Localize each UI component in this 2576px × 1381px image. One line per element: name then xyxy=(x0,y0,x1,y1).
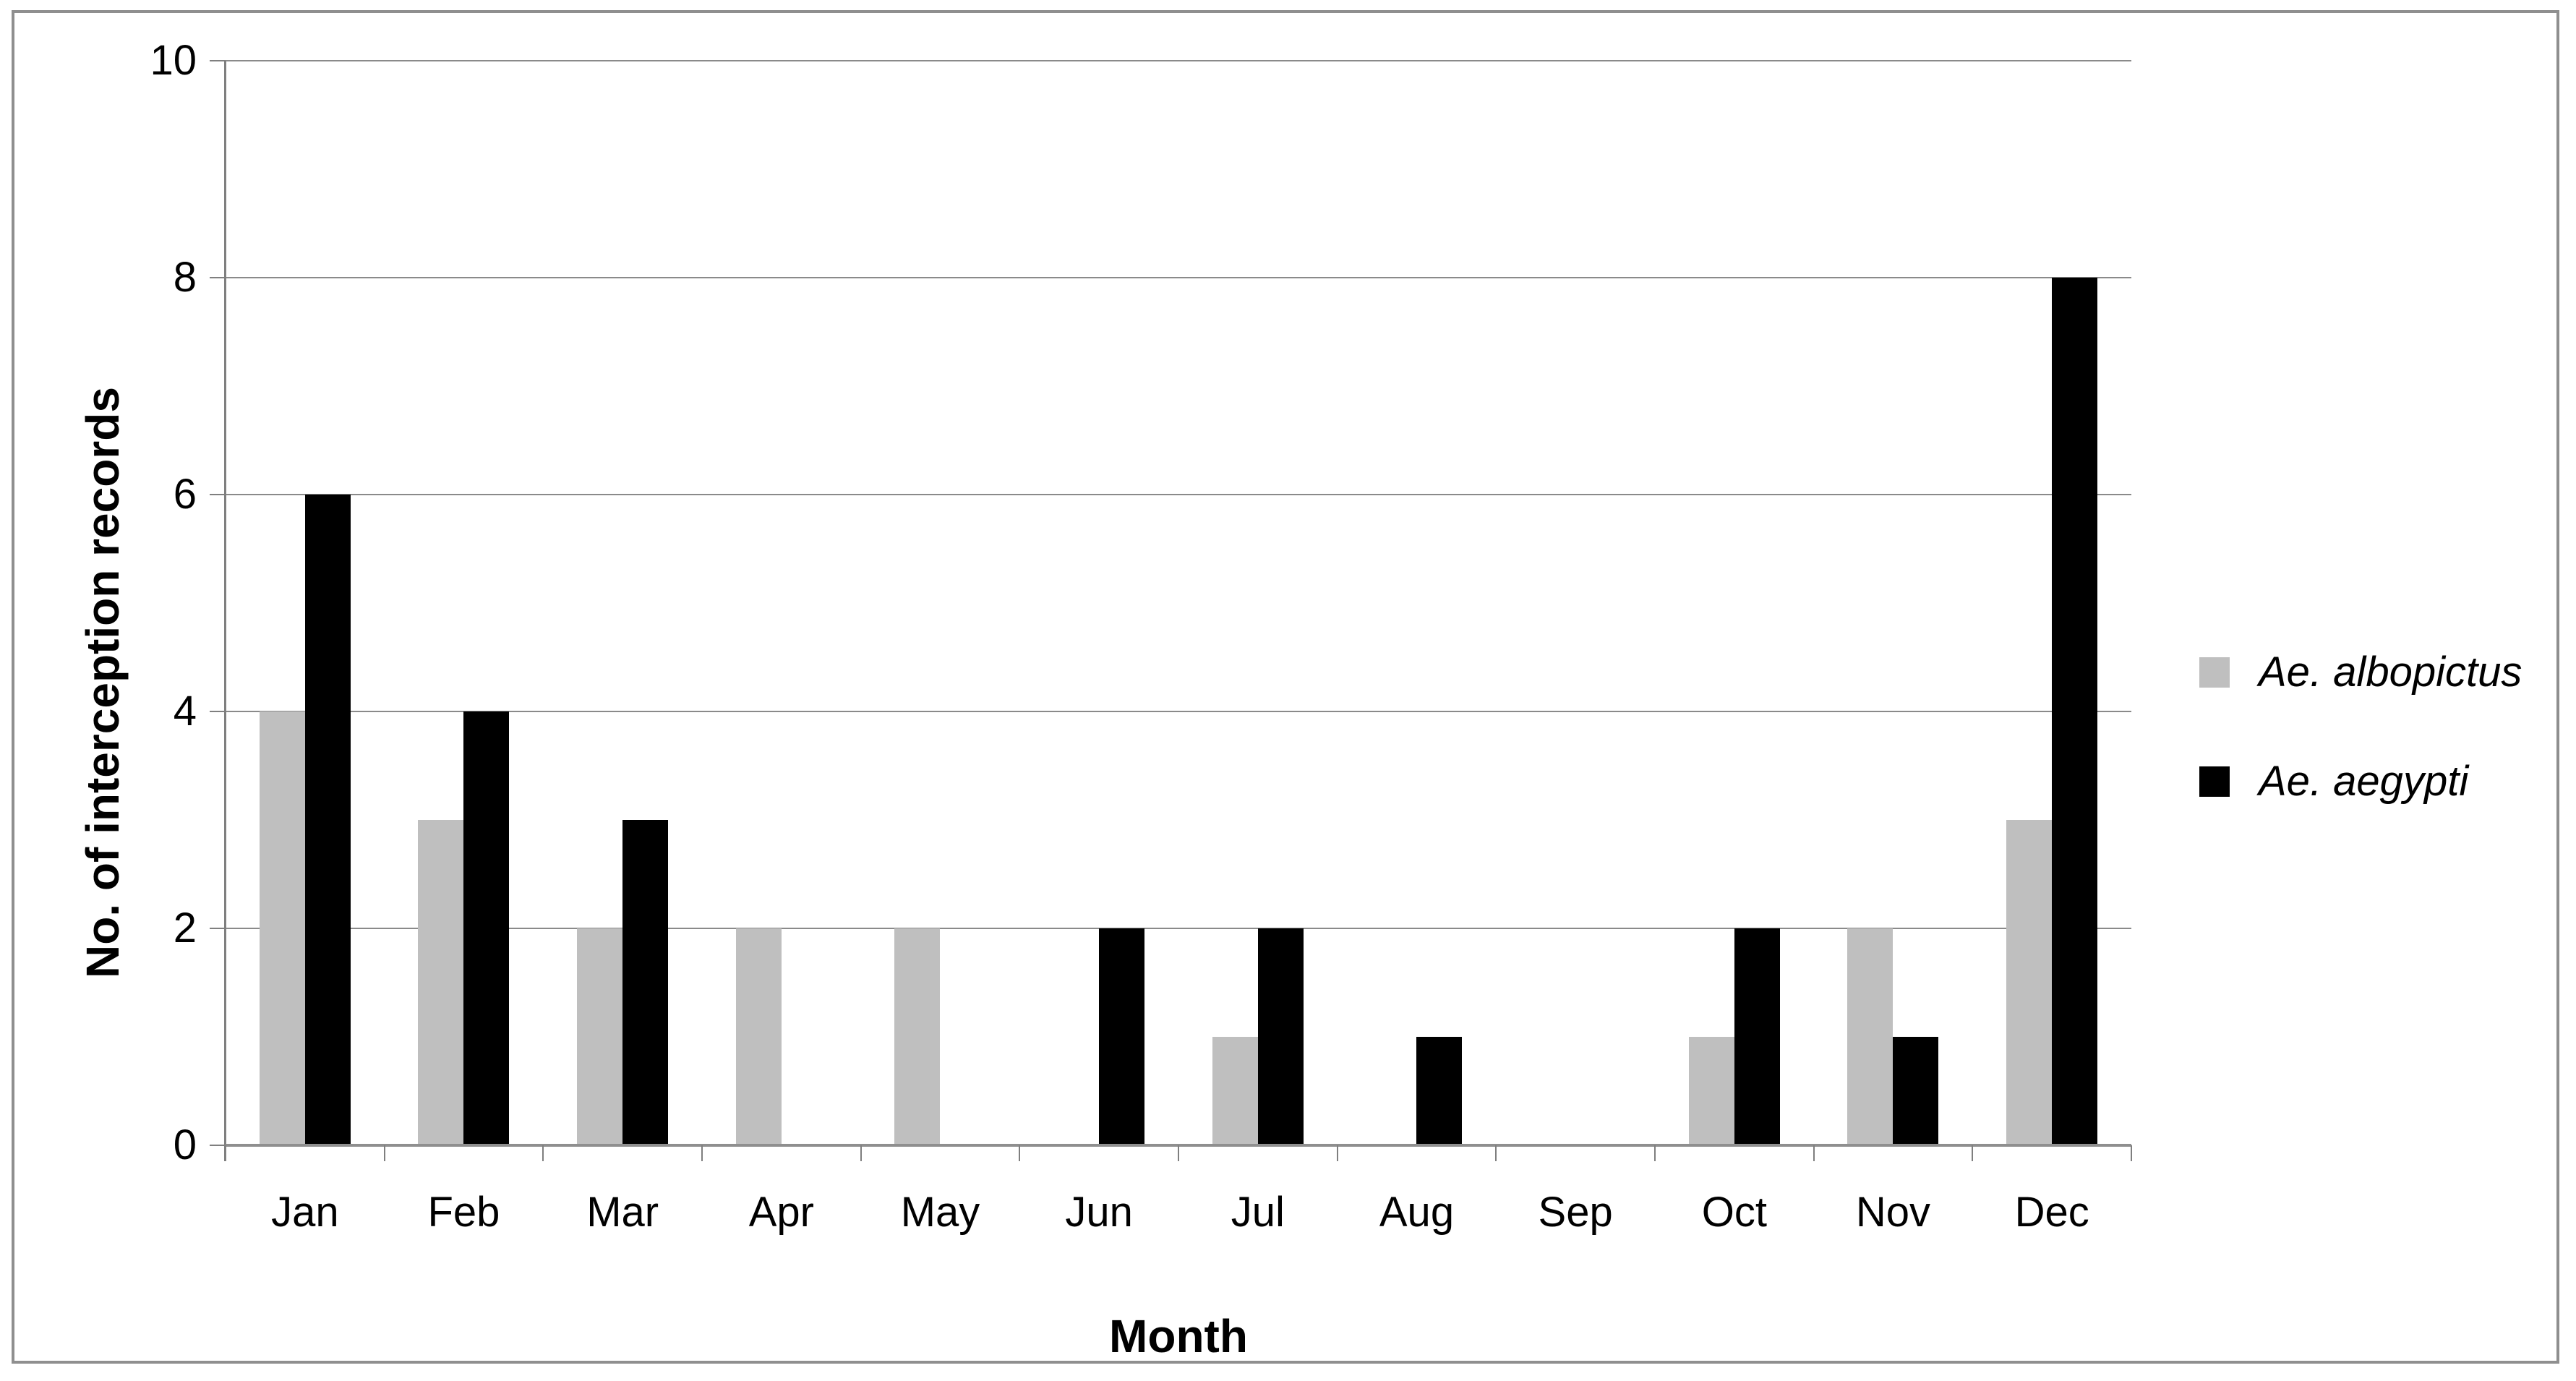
bar-group-dec xyxy=(1972,61,2131,1145)
legend-item-ae-albopictus: Ae. albopictus xyxy=(2199,648,2522,696)
y-tick-6 xyxy=(210,494,226,495)
bar-ae-aegypti-aug xyxy=(1416,1037,1463,1145)
gridline-y-6 xyxy=(226,494,2131,495)
x-category-label-jan: Jan xyxy=(271,1189,339,1236)
x-axis-title: Month xyxy=(1109,1310,1248,1362)
x-tick-9 xyxy=(1654,1145,1656,1161)
x-category-label-oct: Oct xyxy=(1701,1189,1767,1236)
y-tick-10 xyxy=(210,60,226,61)
y-tick-0 xyxy=(210,1145,226,1146)
x-category-label-may: May xyxy=(900,1189,980,1236)
bar-ae-albopictus-may xyxy=(894,928,941,1145)
y-tick-label-4: 4 xyxy=(173,688,197,735)
x-tick-1 xyxy=(383,1145,385,1161)
bar-ae-aegypti-oct xyxy=(1734,928,1780,1145)
legend-label: Ae. aegypti xyxy=(2259,758,2469,805)
y-axis-line xyxy=(224,61,226,1161)
bar-group-sep xyxy=(1496,61,1655,1145)
bar-ae-aegypti-mar xyxy=(622,820,669,1145)
bar-ae-aegypti-nov xyxy=(1893,1037,1939,1145)
gridline-y-8 xyxy=(226,277,2131,278)
x-tick-11 xyxy=(1972,1145,1974,1161)
bar-group-mar xyxy=(543,61,702,1145)
legend-item-ae-aegypti: Ae. aegypti xyxy=(2199,757,2522,805)
x-category-label-dec: Dec xyxy=(2014,1189,2089,1236)
bar-group-may xyxy=(861,61,1020,1145)
bar-ae-aegypti-jan xyxy=(304,495,351,1145)
y-tick-label-10: 10 xyxy=(150,37,197,84)
bar-group-apr xyxy=(702,61,861,1145)
bar-group-oct xyxy=(1655,61,1814,1145)
gridline-y-4 xyxy=(226,711,2131,712)
x-category-label-aug: Aug xyxy=(1379,1189,1455,1236)
y-tick-8 xyxy=(210,277,226,278)
x-tick-3 xyxy=(701,1145,703,1161)
bar-group-jul xyxy=(1178,61,1338,1145)
x-category-label-jul: Jul xyxy=(1231,1189,1285,1236)
legend-swatch-icon xyxy=(2199,657,2230,688)
bar-ae-aegypti-jun xyxy=(1099,928,1145,1145)
bar-group-jan xyxy=(226,61,385,1145)
legend: Ae. albopictus Ae. aegypti xyxy=(2199,648,2522,805)
bar-ae-albopictus-dec xyxy=(2006,820,2053,1145)
x-tick-7 xyxy=(1336,1145,1338,1161)
gridline-y-2 xyxy=(226,928,2131,929)
y-tick-label-6: 6 xyxy=(173,471,197,518)
bar-group-jun xyxy=(1019,61,1178,1145)
bar-group-aug xyxy=(1338,61,1497,1145)
x-category-label-feb: Feb xyxy=(427,1189,500,1236)
x-category-label-nov: Nov xyxy=(1855,1189,1931,1236)
y-tick-label-8: 8 xyxy=(173,254,197,301)
x-category-label-mar: Mar xyxy=(586,1189,659,1236)
bar-group-feb xyxy=(385,61,544,1145)
bar-ae-aegypti-dec xyxy=(2052,278,2098,1145)
x-category-label-sep: Sep xyxy=(1538,1189,1613,1236)
bar-group-nov xyxy=(1814,61,1973,1145)
legend-label: Ae. albopictus xyxy=(2259,649,2522,696)
gridline-y-10 xyxy=(226,60,2131,61)
x-tick-5 xyxy=(1019,1145,1021,1161)
bar-ae-albopictus-jul xyxy=(1212,1037,1258,1145)
bar-ae-albopictus-feb xyxy=(418,820,464,1145)
x-category-label-jun: Jun xyxy=(1065,1189,1133,1236)
x-tick-8 xyxy=(1495,1145,1497,1161)
bar-ae-aegypti-jul xyxy=(1257,928,1304,1145)
x-tick-2 xyxy=(542,1145,544,1161)
bar-ae-albopictus-nov xyxy=(1847,928,1894,1145)
x-tick-4 xyxy=(860,1145,862,1161)
x-category-label-apr: Apr xyxy=(748,1189,814,1236)
bar-ae-albopictus-mar xyxy=(577,928,623,1145)
y-tick-4 xyxy=(210,711,226,712)
plot-area xyxy=(226,60,2131,1145)
y-tick-label-2: 2 xyxy=(173,905,197,952)
bar-ae-albopictus-oct xyxy=(1688,1037,1734,1145)
x-tick-0 xyxy=(225,1145,226,1161)
bar-ae-albopictus-jan xyxy=(259,711,305,1145)
x-tick-6 xyxy=(1178,1145,1179,1161)
y-tick-label-0: 0 xyxy=(173,1121,197,1168)
x-tick-12 xyxy=(2131,1145,2132,1161)
x-tick-10 xyxy=(1813,1145,1815,1161)
legend-swatch-icon xyxy=(2199,766,2230,797)
bar-ae-albopictus-apr xyxy=(735,928,782,1145)
y-tick-2 xyxy=(210,928,226,929)
bar-ae-aegypti-feb xyxy=(463,711,510,1145)
